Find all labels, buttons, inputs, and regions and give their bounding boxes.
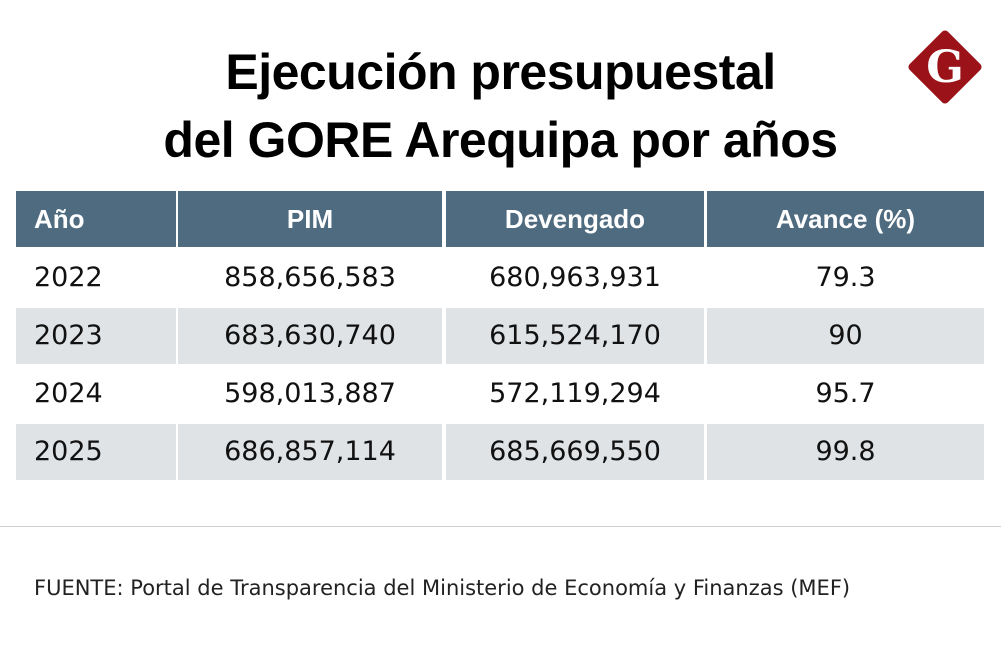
- table-cell: 572,119,294: [489, 378, 661, 409]
- divider: [0, 526, 1001, 527]
- header-cell: Año: [16, 191, 176, 247]
- header-cell: PIM: [178, 191, 442, 247]
- title-line-1: Ejecución presupuestal: [225, 44, 776, 100]
- table-cell: 615,524,170: [446, 308, 704, 364]
- table-cell: 685,669,550: [446, 424, 704, 480]
- chart-title: Ejecución presupuestal del GORE Arequipa…: [0, 38, 1001, 174]
- source-note: FUENTE: Portal de Transparencia del Mini…: [34, 576, 851, 600]
- table-cell: 79.3: [815, 262, 876, 293]
- table-cell: 598,013,887: [224, 378, 396, 409]
- table-cell: 2023: [16, 308, 176, 364]
- table-cell: 90: [707, 308, 984, 364]
- table-cell: 683,630,740: [178, 308, 442, 364]
- table-cell: 2022: [34, 262, 103, 293]
- table-cell: 680,963,931: [489, 262, 661, 293]
- table-cell: 686,857,114: [178, 424, 442, 480]
- table-cell: 95.7: [815, 378, 876, 409]
- header-cell: Devengado: [446, 191, 704, 247]
- header-cell: Avance (%): [707, 191, 984, 247]
- table-cell: 2025: [16, 424, 176, 480]
- table-cell: 858,656,583: [224, 262, 396, 293]
- table-cell: 2024: [34, 378, 103, 409]
- logo-letter: G: [926, 42, 964, 93]
- title-line-2: del GORE Arequipa por años: [163, 112, 838, 168]
- table-cell: 99.8: [707, 424, 984, 480]
